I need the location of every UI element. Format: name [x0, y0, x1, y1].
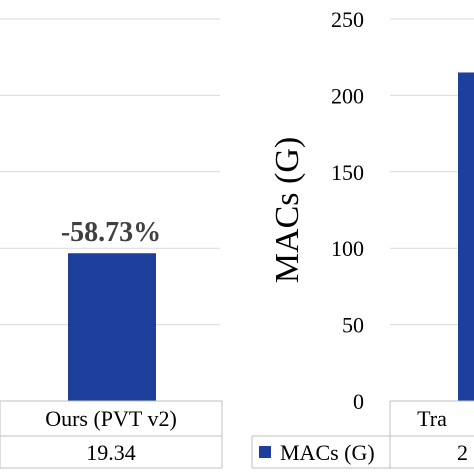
y-tick-label: 0: [353, 389, 364, 414]
left-data-table: Ours (PVT v2) 19.34: [0, 400, 223, 469]
category-label-ours: Ours (PVT v2): [45, 406, 177, 431]
y-axis-title: MACs (G): [269, 137, 306, 283]
y-tick-labels: 0 50 100 150 200 250: [331, 7, 364, 414]
left-gridlines: [0, 18, 220, 326]
right-data-table: Tra MACs (G) 2: [251, 400, 474, 469]
legend-label: MACs (G): [280, 440, 375, 465]
legend-swatch: [259, 446, 271, 458]
bar-annotation: -58.73%: [61, 217, 161, 248]
y-tick-label: 100: [331, 236, 364, 261]
right-panel: MACs (G) 0 50 100 150 200 250 Tra MACs (G) 2: [251, 7, 474, 469]
bar-ours-pvt-v2: [68, 253, 156, 401]
left-panel: -58.73% Ours (PVT v2) 19.34: [0, 18, 223, 469]
bar-macs: [458, 72, 474, 401]
table-value-tra: 2: [457, 440, 468, 465]
y-tick-label: 250: [331, 7, 364, 32]
y-tick-label: 50: [342, 313, 364, 338]
y-tick-label: 150: [331, 160, 364, 185]
table-value-ours: 19.34: [86, 440, 136, 465]
y-tick-label: 200: [331, 83, 364, 108]
category-label-tra: Tra: [417, 406, 447, 431]
